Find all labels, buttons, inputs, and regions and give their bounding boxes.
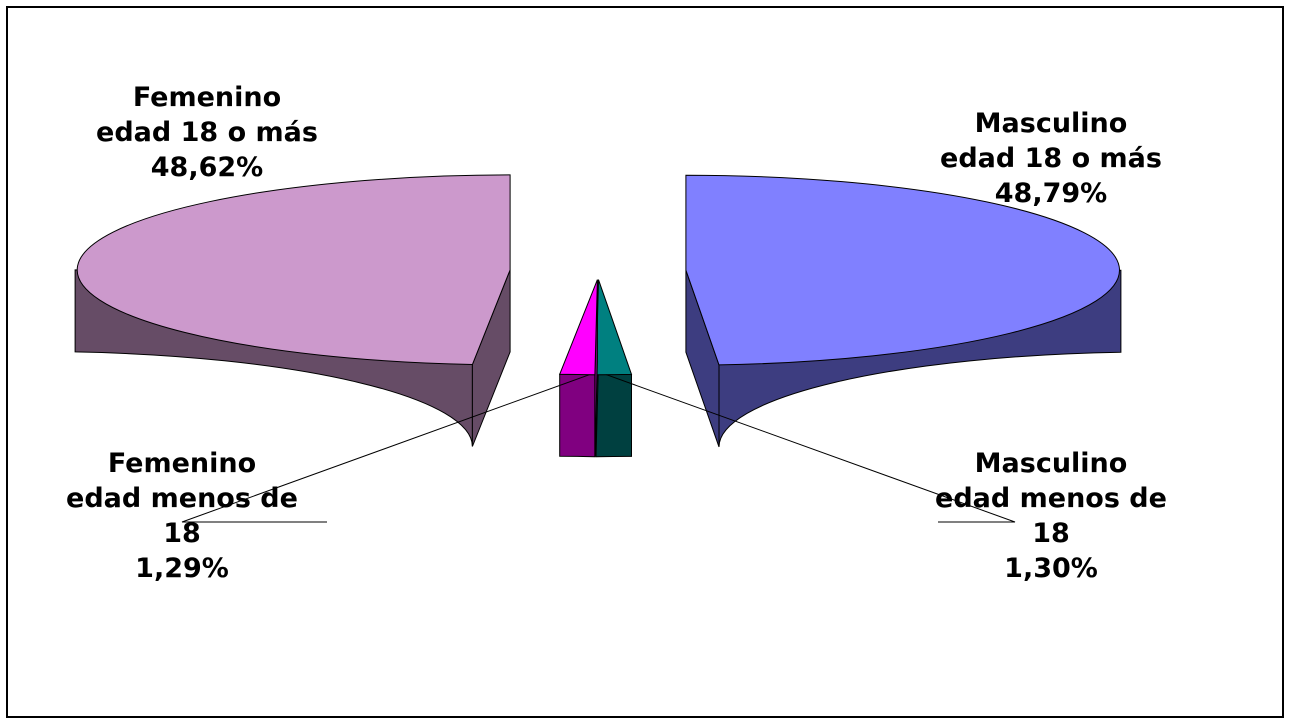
slice-top xyxy=(76,174,511,366)
data-label-line: 1,30% xyxy=(1004,553,1098,584)
data-label-line: edad menos de xyxy=(66,483,298,514)
data-label-line: edad menos de xyxy=(935,483,1167,514)
leader-line-femenino-edad-menos-de-18 xyxy=(181,374,590,523)
pie-slice-femenino-edad-18-o-m-s xyxy=(74,174,511,447)
slice-wall xyxy=(595,373,632,458)
data-label-line: Masculino xyxy=(975,108,1128,139)
data-label-line: 48,62% xyxy=(151,152,263,183)
data-label-line: 1,29% xyxy=(135,553,229,584)
slice-wall xyxy=(559,373,596,458)
data-label-line: Masculino xyxy=(975,448,1128,479)
data-label-line: Femenino xyxy=(108,448,256,479)
pie-slice-masculino-edad-menos-de-18 xyxy=(595,279,633,458)
data-label-masculino-edad-menos-de-18: Masculino edad menos de 18 1,30% xyxy=(935,448,1167,584)
data-label-line: edad 18 o más xyxy=(940,143,1162,174)
leader-line-masculino-edad-menos-de-18 xyxy=(606,374,1016,523)
data-label-line: 48,79% xyxy=(995,178,1107,209)
pie-slice-masculino-edad-18-o-m-s xyxy=(685,174,1122,448)
pie-slice-femenino-edad-menos-de-18 xyxy=(558,279,598,458)
slice-top xyxy=(558,279,598,376)
data-label-femenino-edad-18-o-m-s: Femenino edad 18 o más 48,62% xyxy=(96,82,318,183)
chart-frame xyxy=(6,6,1284,718)
data-label-femenino-edad-menos-de-18: Femenino edad menos de 18 1,29% xyxy=(66,448,298,584)
data-label-line: 18 xyxy=(1032,518,1070,549)
slice-top xyxy=(685,174,1120,366)
slice-top xyxy=(595,279,633,376)
data-label-line: 18 xyxy=(163,518,201,549)
data-label-line: Femenino xyxy=(133,82,281,113)
data-label-line: edad 18 o más xyxy=(96,117,318,148)
data-label-masculino-edad-18-o-m-s: Masculino edad 18 o más 48,79% xyxy=(940,108,1162,209)
